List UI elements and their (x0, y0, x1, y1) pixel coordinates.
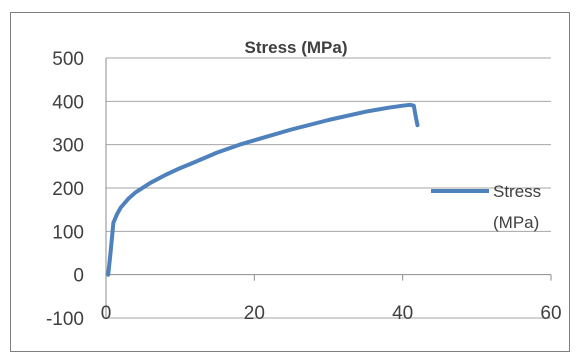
x-tick-label: 0 (101, 303, 112, 324)
legend: Stress (MPa) (431, 182, 541, 232)
series-line-stress (106, 102, 420, 277)
y-tick-label: 0 (73, 266, 84, 287)
y-tick-label: 300 (52, 136, 84, 157)
y-tick-label: -100 (46, 309, 84, 330)
y-tick-labels: -100 0 100 200 300 400 500 (46, 49, 84, 330)
legend-label-stress-line1: Stress (493, 182, 541, 201)
y-tick-label: 400 (52, 92, 84, 113)
x-tick-labels: 0 20 40 60 (101, 303, 562, 324)
gridlines (106, 57, 551, 319)
y-tick-label: 100 (52, 222, 84, 243)
x-tick-label: 60 (540, 303, 561, 324)
legend-label-stress-line2: (MPa) (493, 213, 539, 232)
chart-frame: -100 0 100 200 300 400 500 0 20 40 60 Stress (MPa… (10, 12, 570, 352)
y-tick-label: 500 (52, 49, 84, 70)
x-tick-label: 40 (392, 303, 413, 324)
y-tick-label: 200 (52, 179, 84, 200)
chart-title: Stress (MPa) (245, 38, 348, 57)
stress-line-chart: -100 0 100 200 300 400 500 0 20 40 60 Stress (MPa… (46, 38, 562, 330)
axes (105, 58, 552, 318)
x-tick-label: 20 (244, 303, 265, 324)
